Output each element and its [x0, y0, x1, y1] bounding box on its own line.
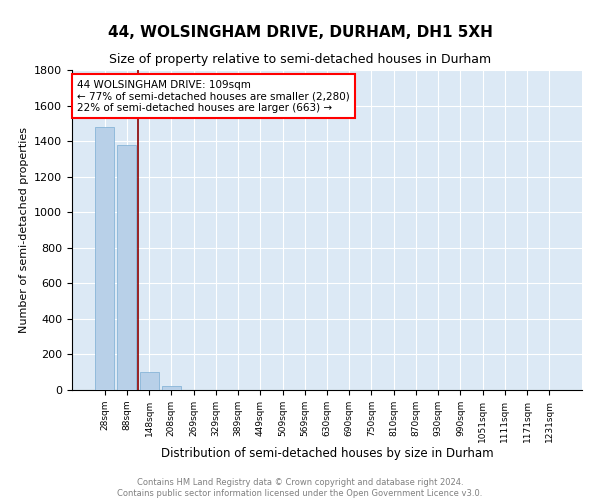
Text: Size of property relative to semi-detached houses in Durham: Size of property relative to semi-detach…: [109, 52, 491, 66]
Bar: [118, 144, 136, 390]
Y-axis label: Number of semi-detached properties: Number of semi-detached properties: [19, 127, 29, 333]
Text: 44, WOLSINGHAM DRIVE, DURHAM, DH1 5XH: 44, WOLSINGHAM DRIVE, DURHAM, DH1 5XH: [107, 25, 493, 40]
X-axis label: Distribution of semi-detached houses by size in Durham: Distribution of semi-detached houses by …: [161, 448, 493, 460]
Text: 44 WOLSINGHAM DRIVE: 109sqm
← 77% of semi-detached houses are smaller (2,280)
22: 44 WOLSINGHAM DRIVE: 109sqm ← 77% of sem…: [77, 80, 350, 113]
Bar: [140, 372, 158, 390]
Bar: [162, 386, 181, 390]
Bar: [95, 127, 114, 390]
Text: Contains HM Land Registry data © Crown copyright and database right 2024.
Contai: Contains HM Land Registry data © Crown c…: [118, 478, 482, 498]
